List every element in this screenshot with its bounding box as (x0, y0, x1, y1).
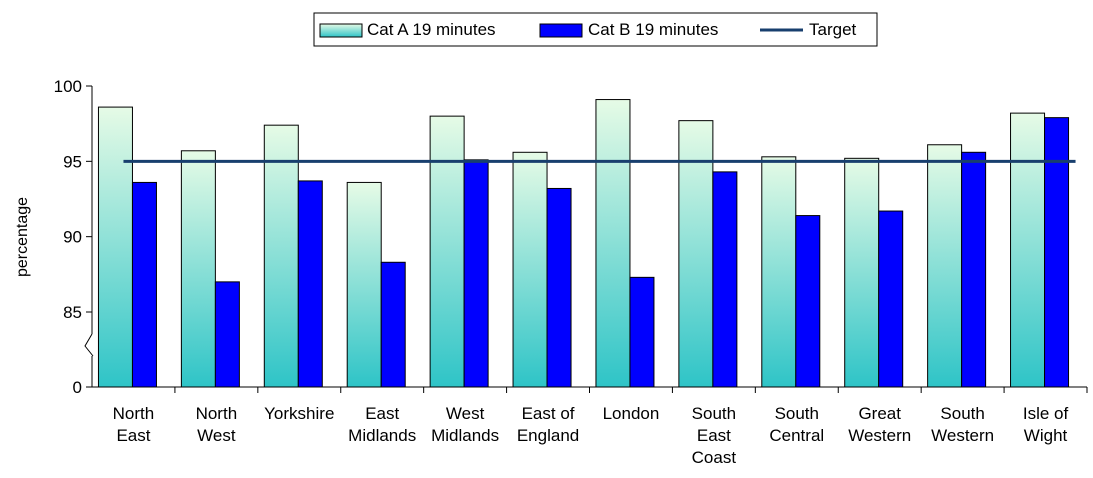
y-tick-label: 85 (63, 303, 82, 322)
x-tick-label: Great Western (848, 404, 911, 445)
bar-cat-b (961, 151, 987, 388)
legend-label-cat-a: Cat A 19 minutes (367, 20, 496, 39)
bar-cat-a (263, 124, 299, 388)
y-tick-label: 90 (63, 228, 82, 247)
bar-cat-a (1010, 112, 1046, 388)
x-tick-label: Yorkshire (264, 404, 334, 423)
x-tick-label: West Midlands (431, 404, 499, 445)
x-tick-label: Isle of Wight (1023, 404, 1069, 445)
y-tick-label: 0 (73, 378, 82, 397)
x-tick-label: East of England (517, 404, 579, 445)
bar-cat-a (512, 151, 548, 388)
bar-cat-b (712, 171, 738, 388)
bar-cat-b (795, 215, 821, 388)
bar-cat-b (629, 276, 655, 388)
y-axis-break (84, 333, 94, 357)
y-tick-label: 100 (54, 77, 82, 96)
bar-cat-b (1044, 117, 1070, 388)
x-tick-label: North West (196, 404, 238, 445)
x-tick-label: East Midlands (348, 404, 416, 445)
bar-cat-a (97, 106, 133, 388)
y-tick-label: 95 (63, 152, 82, 171)
bar-cat-a (844, 157, 880, 388)
y-axis-title: percentage (14, 197, 31, 277)
bar-cat-b (546, 187, 572, 388)
x-tick-label: North East (113, 404, 155, 445)
bar-cat-a (429, 115, 465, 388)
bars (97, 99, 1070, 388)
legend-swatch-cat-b (539, 23, 583, 38)
bar-cat-b (214, 281, 240, 388)
x-tick-label: London (603, 404, 660, 423)
x-tick-label: South East Coast (692, 404, 737, 467)
bar-cat-b (463, 159, 489, 388)
legend: Cat A 19 minutes Cat B 19 minutes Target (313, 12, 878, 47)
bar-cat-b (131, 181, 157, 388)
legend-label-cat-b: Cat B 19 minutes (588, 20, 718, 39)
bar-cat-a (180, 150, 216, 388)
bar-cat-b (380, 261, 406, 388)
x-tick-label: South Western (931, 404, 994, 445)
legend-label-target: Target (809, 20, 857, 39)
bar-cat-a (595, 99, 631, 388)
x-tick-label: South Central (769, 404, 824, 445)
bar-cat-a (761, 156, 797, 388)
bar-cat-a (927, 144, 963, 388)
bar-cat-b (297, 180, 323, 388)
bar-cat-a (346, 181, 382, 388)
y-axis: 0 85 90 95 100 (54, 77, 94, 397)
legend-swatch-cat-a (319, 23, 363, 38)
bar-cat-b (878, 210, 904, 388)
x-axis: North East North West Yorkshire East Midlands W… (92, 386, 1088, 467)
